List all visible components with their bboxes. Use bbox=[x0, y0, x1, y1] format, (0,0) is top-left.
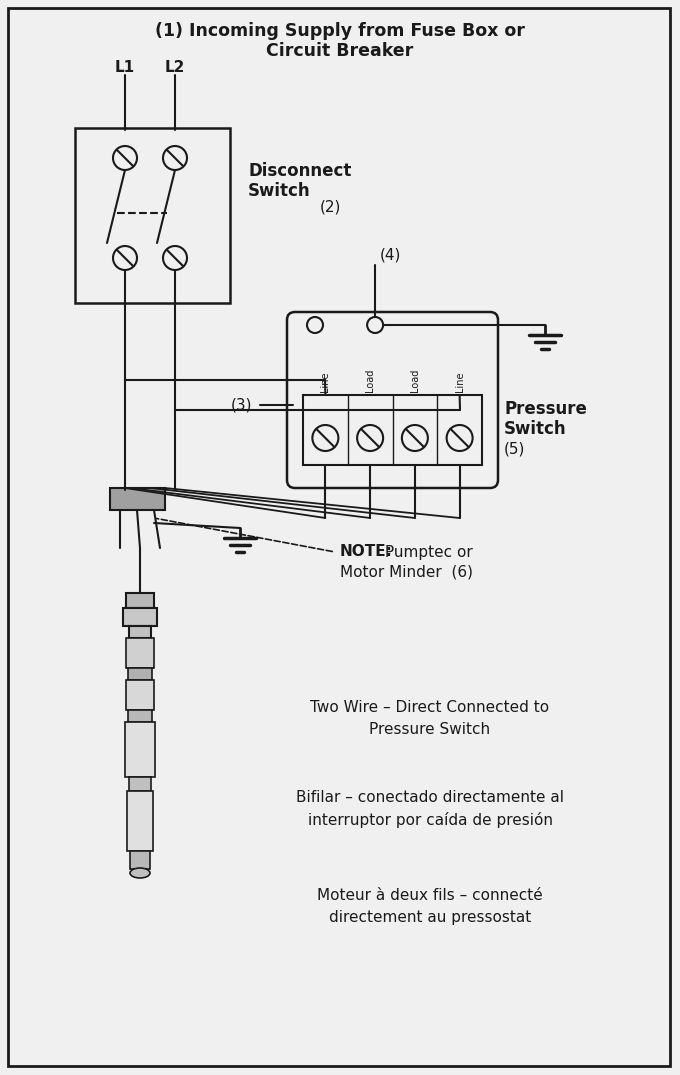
Text: L2: L2 bbox=[165, 60, 185, 75]
Circle shape bbox=[312, 425, 339, 451]
Bar bbox=[75, 128, 230, 303]
Text: Switch: Switch bbox=[504, 420, 566, 438]
Text: L1: L1 bbox=[115, 60, 135, 75]
Bar bbox=[129, 777, 151, 791]
Circle shape bbox=[357, 425, 383, 451]
FancyBboxPatch shape bbox=[287, 312, 498, 488]
Text: Pressure Switch: Pressure Switch bbox=[369, 722, 490, 737]
Text: (4): (4) bbox=[380, 247, 401, 262]
Bar bbox=[123, 608, 157, 626]
Circle shape bbox=[113, 146, 137, 170]
Bar bbox=[303, 395, 482, 465]
Bar bbox=[126, 593, 154, 608]
Circle shape bbox=[367, 317, 383, 333]
Text: Disconnect: Disconnect bbox=[248, 162, 352, 180]
Text: (5): (5) bbox=[504, 442, 526, 457]
Bar bbox=[125, 722, 155, 777]
Text: Moteur à deux fils – connecté: Moteur à deux fils – connecté bbox=[317, 888, 543, 903]
Text: interruptor por caída de presión: interruptor por caída de presión bbox=[307, 812, 552, 828]
Ellipse shape bbox=[130, 868, 150, 878]
Text: Pumptec or: Pumptec or bbox=[380, 545, 473, 559]
Bar bbox=[126, 680, 154, 710]
Circle shape bbox=[113, 246, 137, 270]
Circle shape bbox=[307, 317, 323, 333]
Circle shape bbox=[402, 425, 428, 451]
Text: Two Wire – Direct Connected to: Two Wire – Direct Connected to bbox=[311, 700, 549, 715]
Bar bbox=[126, 637, 154, 668]
Bar bbox=[128, 668, 152, 680]
Circle shape bbox=[447, 425, 473, 451]
Bar bbox=[128, 710, 152, 722]
Bar bbox=[129, 626, 151, 637]
Bar bbox=[127, 791, 153, 851]
Text: Load: Load bbox=[410, 369, 420, 392]
Text: Line: Line bbox=[320, 372, 330, 392]
Text: (3): (3) bbox=[231, 398, 252, 413]
Circle shape bbox=[163, 246, 187, 270]
Text: Motor Minder  (6): Motor Minder (6) bbox=[340, 564, 473, 579]
Text: Bifilar – conectado directamente al: Bifilar – conectado directamente al bbox=[296, 790, 564, 805]
Circle shape bbox=[163, 146, 187, 170]
Text: (1) Incoming Supply from Fuse Box or: (1) Incoming Supply from Fuse Box or bbox=[155, 22, 525, 40]
Bar bbox=[130, 851, 150, 869]
Text: Switch: Switch bbox=[248, 182, 311, 200]
Text: directement au pressostat: directement au pressostat bbox=[329, 911, 531, 924]
Text: (2): (2) bbox=[320, 200, 341, 215]
Text: Circuit Breaker: Circuit Breaker bbox=[267, 42, 413, 60]
Text: Load: Load bbox=[365, 369, 375, 392]
Bar bbox=[110, 488, 165, 510]
Text: Line: Line bbox=[455, 372, 464, 392]
Text: Pressure: Pressure bbox=[504, 400, 587, 418]
Text: NOTE:: NOTE: bbox=[340, 545, 393, 559]
